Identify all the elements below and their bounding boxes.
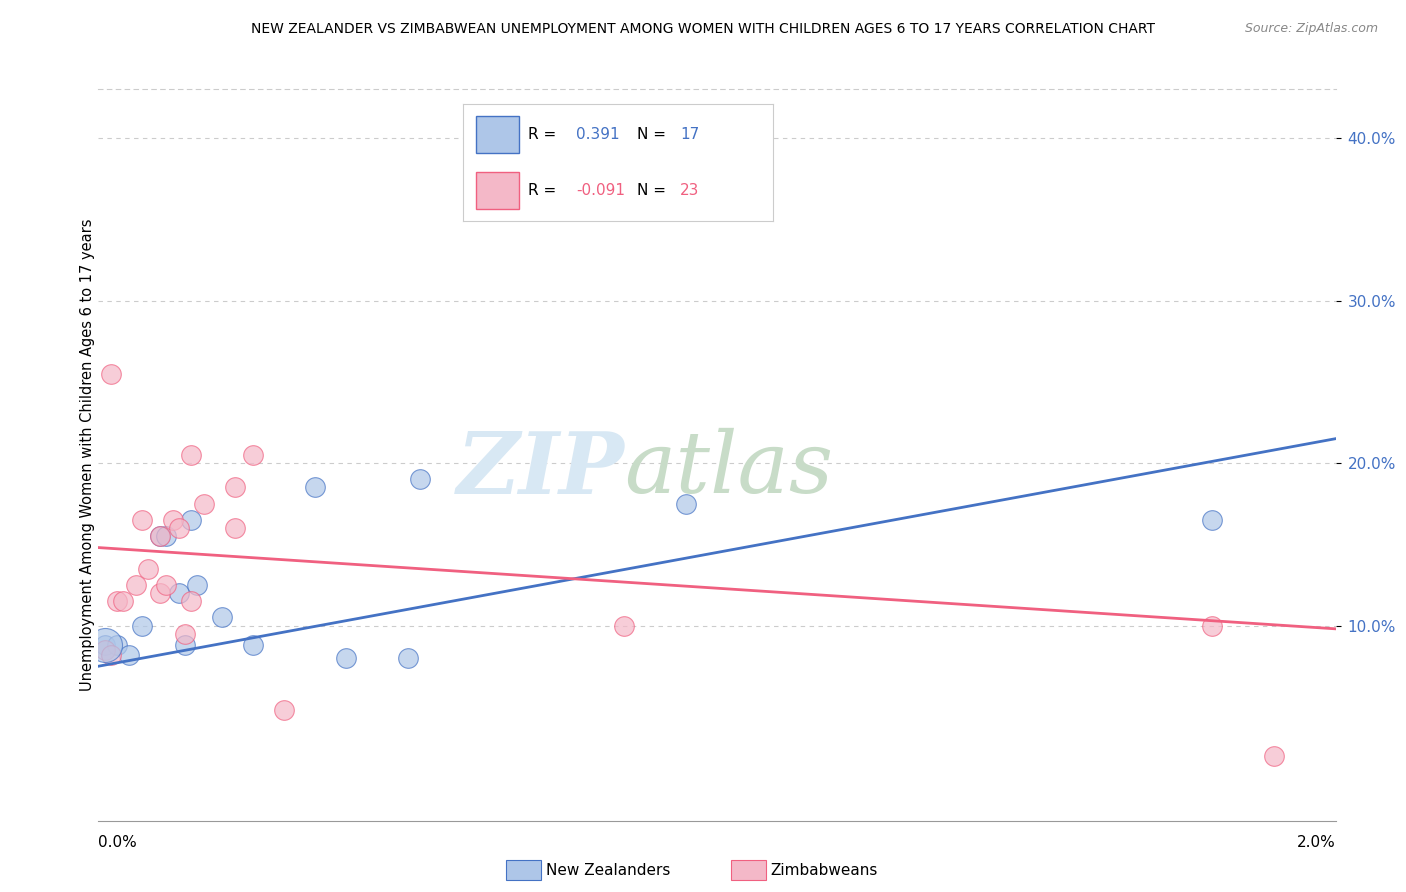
Point <box>162 513 184 527</box>
Point <box>613 618 636 632</box>
Point <box>131 618 153 632</box>
Point <box>174 626 197 640</box>
Point <box>149 529 172 543</box>
Point <box>273 703 295 717</box>
Point <box>136 562 159 576</box>
Point <box>112 594 135 608</box>
Point <box>409 472 432 486</box>
Y-axis label: Unemployment Among Women with Children Ages 6 to 17 years: Unemployment Among Women with Children A… <box>80 219 94 691</box>
Point <box>118 648 141 662</box>
Point <box>1263 748 1285 763</box>
Point <box>167 586 190 600</box>
Point <box>1201 618 1223 632</box>
Point <box>193 497 215 511</box>
Point <box>186 578 208 592</box>
Point <box>124 578 146 592</box>
Point <box>105 638 128 652</box>
Text: Source: ZipAtlas.com: Source: ZipAtlas.com <box>1244 22 1378 36</box>
Point <box>155 578 177 592</box>
Point <box>675 497 697 511</box>
Point <box>180 594 202 608</box>
Point <box>131 513 153 527</box>
Point <box>93 638 115 652</box>
Point <box>100 648 122 662</box>
Point <box>396 651 419 665</box>
Text: atlas: atlas <box>624 428 834 511</box>
Text: NEW ZEALANDER VS ZIMBABWEAN UNEMPLOYMENT AMONG WOMEN WITH CHILDREN AGES 6 TO 17 : NEW ZEALANDER VS ZIMBABWEAN UNEMPLOYMENT… <box>252 22 1154 37</box>
Point <box>105 594 128 608</box>
Point <box>93 643 115 657</box>
Point <box>174 638 197 652</box>
Point <box>211 610 233 624</box>
Point <box>149 529 172 543</box>
Point <box>224 521 246 535</box>
Point <box>335 651 357 665</box>
Point <box>100 367 122 381</box>
Point <box>155 529 177 543</box>
Text: 0.0%: 0.0% <box>98 836 138 850</box>
Point <box>149 586 172 600</box>
Text: Zimbabweans: Zimbabweans <box>770 863 877 878</box>
Text: ZIP: ZIP <box>457 428 624 511</box>
Point <box>224 480 246 494</box>
Point <box>93 638 115 652</box>
Point <box>304 480 326 494</box>
Point <box>180 513 202 527</box>
Text: 2.0%: 2.0% <box>1296 836 1336 850</box>
Point <box>180 448 202 462</box>
Text: New Zealanders: New Zealanders <box>546 863 669 878</box>
Point <box>167 521 190 535</box>
Point <box>1201 513 1223 527</box>
Point <box>242 448 264 462</box>
Point <box>242 638 264 652</box>
